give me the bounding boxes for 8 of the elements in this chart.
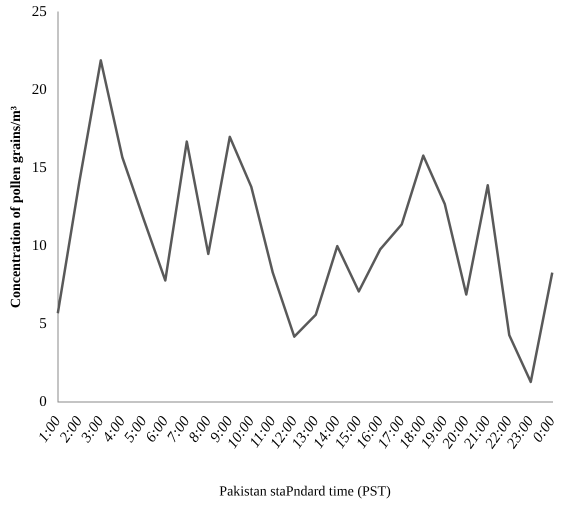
y-tick-label: 5 [39,316,47,332]
y-tick-label: 10 [32,238,47,254]
y-axis-title: Concentration of pollen grains/m³ [9,106,24,308]
y-tick-label: 25 [32,4,47,20]
y-tick-label: 15 [32,160,47,176]
y-tick-label: 0 [39,394,47,410]
x-axis-title: Pakistan staPndard time (PST) [219,484,392,500]
y-tick-label: 20 [32,82,47,98]
